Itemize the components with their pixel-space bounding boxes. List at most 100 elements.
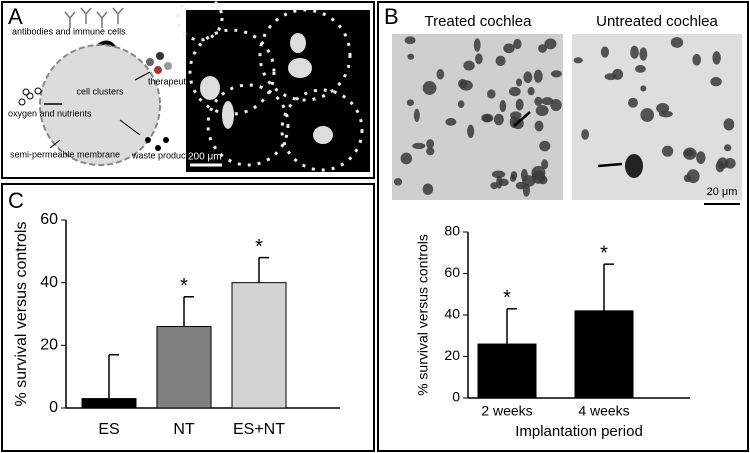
x-tick-label: 4 weeks [578,403,629,419]
cell [630,45,639,59]
y-tick-label: 40 [444,306,460,322]
bar [231,282,287,409]
cell [475,53,483,65]
y-tick-label: 60 [444,264,460,280]
cell [467,124,475,138]
cell [683,149,695,157]
cell [541,159,549,170]
cell [600,46,610,58]
cell [670,37,684,48]
diagram-label: waste products [131,150,193,160]
cell [473,38,481,52]
diagram-label: antibodies and immune cells [12,26,126,36]
cell [573,57,583,64]
y-tick-label: 20 [40,337,58,354]
cell [640,108,655,122]
diagram-label: cell clusters [76,86,124,96]
cell [692,53,702,66]
cell [723,144,732,152]
cell [712,51,721,65]
bar [81,398,137,409]
cell [534,120,544,132]
cell [533,69,543,83]
y-tick-label: 60 [40,211,58,228]
pointer [49,139,61,149]
cell [495,55,506,67]
cell [527,86,535,96]
product-icons [146,52,172,74]
cell [550,70,562,78]
bar [477,343,537,399]
diagram-label: oxygen and nutrients [8,108,92,118]
cell [493,113,504,126]
y-tick-label: 0 [452,389,460,405]
cell [422,183,434,195]
y-tick-label: 40 [40,274,58,291]
image-title: Untreated cochlea [596,13,718,30]
cell [406,99,414,106]
cell [723,118,735,131]
cell [393,177,403,186]
x-tick-label: 2 weeks [481,403,532,419]
scale-bar-label: 20 μm [707,186,738,198]
arrow [119,119,141,136]
cell [656,102,670,114]
cell [715,160,725,173]
antibody-icons [64,7,124,28]
cell [539,140,551,152]
cell [544,38,557,50]
significance-mark: * [503,287,511,309]
cell [510,111,522,120]
oxygen-icons [18,87,42,106]
cell [426,139,435,149]
cell [445,117,457,126]
cell [639,47,648,61]
cell [490,182,498,190]
cell [538,44,547,53]
cell [499,100,507,113]
cell [463,60,475,71]
cell [535,104,549,117]
cell [400,152,413,165]
cell [534,96,543,106]
y-tick-label: 20 [444,347,460,363]
waste-icons [145,137,169,151]
cell [426,147,435,156]
cell [640,85,647,92]
scale-bar-label: 200 μm [188,152,222,163]
panel-b-frame [377,1,749,452]
cell [628,97,638,108]
cell [503,43,515,54]
cell [696,151,706,165]
cell [550,98,562,112]
panel-label: A [8,4,23,29]
x-axis-label: Implantation period [515,423,643,440]
cell [457,100,465,109]
x-tick-label: ES [98,421,119,438]
cell [508,86,521,97]
cell [612,68,624,80]
cell [523,71,533,84]
y-tick-label: 80 [444,223,460,239]
cell [683,174,692,183]
cell [522,183,531,197]
panel-label: C [8,188,24,213]
cell [661,145,674,157]
histology-images [392,34,742,200]
cell [404,36,416,45]
cell [412,142,426,150]
cell [407,53,415,60]
cell [481,113,494,123]
cell [491,170,506,179]
cell [541,97,554,106]
significance-mark: * [255,236,263,258]
cell [515,98,524,111]
cell [436,69,445,80]
x-tick-label: NT [173,421,195,438]
cell [625,154,643,178]
bar [574,310,634,399]
cell [635,64,646,73]
cell [515,78,523,87]
diagram-label: semi-permeable membrane [10,149,120,159]
